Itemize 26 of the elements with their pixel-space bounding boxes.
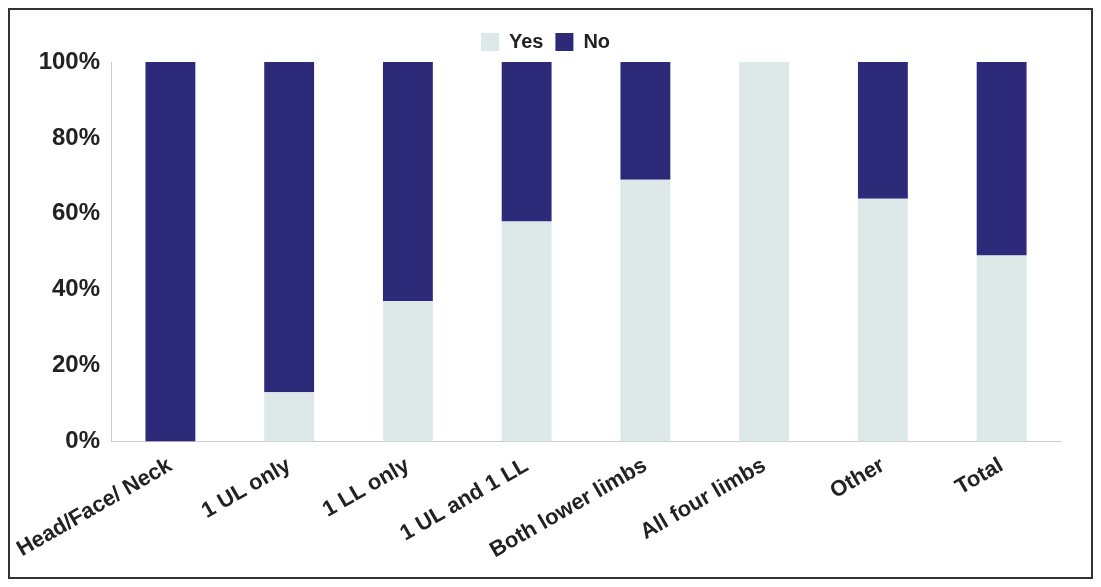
y-tick-label: 20% [51,350,101,378]
legend-label: No [583,29,611,52]
x-tick-label: 1 LL only [317,451,415,522]
bar [976,62,1027,256]
bar [976,255,1027,442]
bar [857,62,908,199]
y-tick-label: 60% [51,198,101,226]
bar [501,62,552,222]
bar [620,179,671,442]
bar [264,392,315,442]
x-tick-label: Total [950,451,1008,499]
bar [739,62,790,442]
bar [145,62,196,442]
legend-label: Yes [508,29,544,52]
y-tick-label: 100% [38,46,101,74]
y-tick-label: 80% [51,122,101,150]
bar [857,198,908,442]
x-tick-label: 1 UL only [196,451,296,523]
bar [382,301,433,442]
x-tick-label: Other [825,451,889,503]
bar [620,62,671,180]
y-tick-label: 40% [51,274,101,302]
y-tick-label: 0% [65,426,101,454]
bar [264,62,315,393]
bar [382,62,433,302]
bar [501,221,552,442]
